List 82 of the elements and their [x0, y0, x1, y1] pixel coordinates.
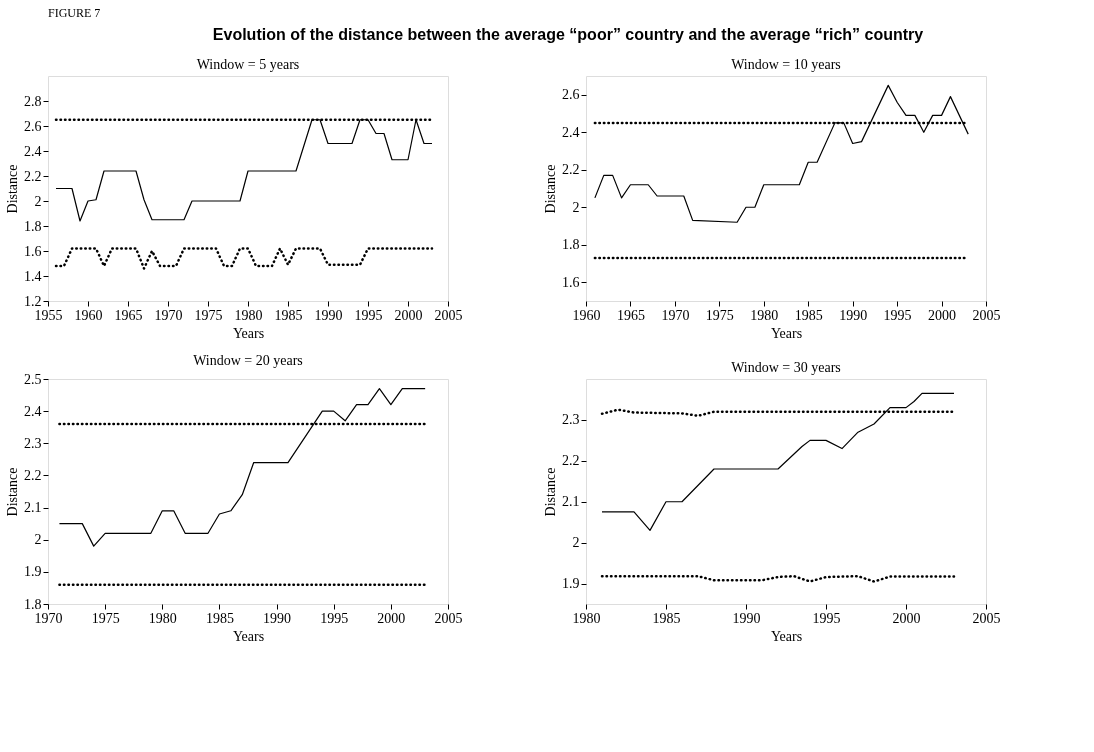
y-tick-label: 2.4: [24, 403, 42, 419]
x-tick-label: 2005: [972, 610, 1001, 626]
y-tick-label: 1.8: [24, 596, 42, 612]
y-tick-label: 2.3: [24, 435, 42, 451]
y-tick-label: 1.8: [562, 237, 580, 253]
y-axis-title: Distance: [5, 164, 20, 214]
x-tick-label: 1990: [839, 307, 868, 323]
x-tick-label: 2000: [892, 610, 921, 626]
x-tick-label: 2005: [972, 307, 1001, 323]
y-tick-label: 2.1: [24, 500, 42, 516]
y-tick-label: 2.4: [562, 124, 580, 140]
x-tick-label: 1990: [263, 610, 292, 626]
x-tick-label: 1990: [314, 307, 343, 323]
x-tick-label: 1985: [794, 307, 823, 323]
x-tick-label: 1980: [234, 307, 263, 323]
y-axis-title: Distance: [5, 467, 20, 517]
x-tick-label: 1970: [154, 307, 183, 323]
y-tick-label: 2.2: [24, 168, 42, 184]
y-tick-label: 1.6: [24, 243, 42, 259]
y-tick-label: 2.2: [562, 453, 580, 469]
y-tick-label: 1.8: [24, 218, 42, 234]
y-axis-title: Distance: [543, 164, 558, 214]
x-tick-label: 1990: [732, 610, 761, 626]
x-tick-label: 1965: [616, 307, 645, 323]
x-axis-title: Years: [232, 628, 265, 644]
caption: FIGURE 7: [48, 6, 101, 20]
x-tick-label: 1980: [572, 610, 601, 626]
y-tick-label: 1.9: [562, 576, 580, 592]
y-tick-label: 2: [572, 535, 580, 551]
x-tick-label: 1995: [812, 610, 841, 626]
y-tick-label: 2.4: [24, 143, 42, 159]
y-tick-label: 2.6: [562, 87, 580, 103]
y-tick-label: 2: [34, 193, 42, 209]
line-series: [58, 388, 426, 547]
x-tick-label: 2005: [434, 307, 463, 323]
y-tick-label: 2.6: [24, 118, 42, 134]
x-tick-label: 1995: [883, 307, 912, 323]
y-tick-label: 1.6: [562, 274, 580, 290]
y-tick-label: 2.5: [24, 371, 42, 387]
x-tick-label: 2000: [928, 307, 957, 323]
chart-subtitle: Window = 10 years: [731, 57, 841, 72]
x-tick-label: 2000: [377, 610, 406, 626]
x-tick-label: 1975: [91, 610, 120, 626]
y-axis-title: Distance: [543, 467, 558, 517]
line-series: [601, 392, 955, 531]
y-tick-label: 1.2: [24, 293, 42, 309]
x-axis-title: Years: [770, 628, 803, 644]
line-series: [594, 84, 969, 223]
line-series: [54, 247, 434, 270]
y-tick-label: 2: [34, 532, 42, 548]
chart-subtitle: Window = 5 years: [196, 57, 300, 72]
x-tick-label: 1995: [354, 307, 383, 323]
x-tick-label: 2000: [394, 307, 423, 323]
y-tick-label: 2.1: [562, 494, 580, 510]
chart-subtitle: Window = 30 years: [731, 360, 841, 375]
x-tick-label: 1970: [34, 610, 63, 626]
y-tick-label: 2.3: [562, 412, 580, 428]
x-axis-title: Years: [232, 325, 265, 341]
x-tick-label: 1985: [274, 307, 303, 323]
x-tick-label: 1975: [194, 307, 223, 323]
chart-subtitle: Window = 20 years: [193, 353, 303, 368]
x-tick-label: 1985: [205, 610, 234, 626]
x-tick-label: 1970: [661, 307, 690, 323]
x-tick-label: 1980: [148, 610, 177, 626]
y-tick-label: 2.2: [562, 162, 580, 178]
x-tick-label: 1965: [114, 307, 143, 323]
x-tick-label: 1955: [34, 307, 63, 323]
x-tick-label: 2005: [434, 610, 463, 626]
y-tick-label: 2.2: [24, 467, 42, 483]
line-series: [55, 119, 433, 222]
x-tick-label: 1995: [320, 610, 349, 626]
y-tick-label: 2: [572, 199, 580, 215]
x-axis-title: Years: [770, 325, 803, 341]
y-tick-label: 1.9: [24, 564, 42, 580]
y-tick-label: 2.8: [24, 93, 42, 109]
x-tick-label: 1985: [652, 610, 681, 626]
y-tick-label: 1.4: [24, 268, 42, 284]
x-tick-label: 1960: [74, 307, 103, 323]
x-tick-label: 1975: [705, 307, 734, 323]
text: Evolution of the distance between the average “poor” country and the average “rich” country: [212, 26, 924, 43]
x-tick-label: 1960: [572, 307, 601, 323]
x-tick-label: 1980: [750, 307, 779, 323]
